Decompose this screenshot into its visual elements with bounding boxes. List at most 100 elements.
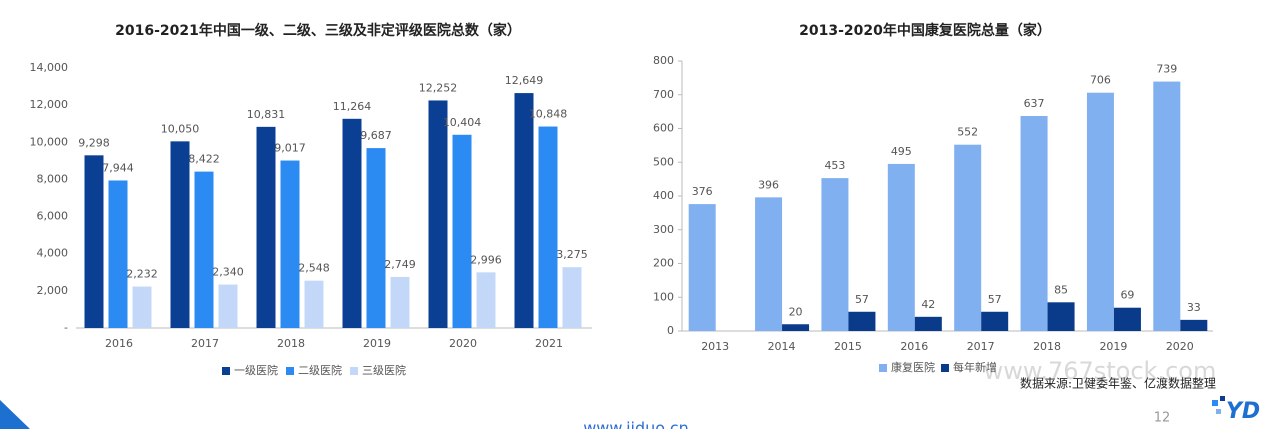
bar (1047, 302, 1075, 331)
footer-url: www.jiduo.cn (583, 419, 689, 429)
bar (452, 134, 472, 328)
x-tick-label: 2016 (105, 337, 133, 350)
bar (981, 311, 1009, 331)
value-label: 396 (758, 178, 779, 191)
bar (1020, 116, 1048, 331)
value-label: 57 (855, 293, 869, 306)
bar (194, 171, 214, 328)
y-tick-label: 12,000 (30, 98, 69, 111)
bar (1180, 319, 1208, 331)
bar (428, 100, 448, 328)
value-label: 2,749 (384, 258, 416, 271)
legend-label: 每年新增 (953, 360, 997, 374)
bar (280, 160, 300, 328)
bar (1086, 92, 1114, 331)
value-label: 376 (692, 185, 713, 198)
value-label: 7,944 (102, 161, 134, 174)
value-label: 9,687 (360, 129, 392, 142)
legend-swatch (286, 367, 294, 375)
y-tick-label: 8,000 (37, 172, 69, 185)
bar (821, 178, 849, 331)
y-tick-label: 300 (653, 223, 674, 236)
bar (538, 126, 558, 328)
svg-text:YD: YD (1226, 399, 1260, 424)
y-tick-label: 400 (653, 189, 674, 202)
legend-swatch (879, 364, 887, 372)
value-label: 3,275 (556, 248, 588, 261)
bar (108, 180, 128, 328)
bar (170, 141, 190, 328)
legend-label: 康复医院 (891, 360, 935, 374)
bar (218, 284, 238, 328)
x-tick-label: 2018 (277, 337, 305, 350)
corner-decoration (0, 400, 30, 429)
value-label: 11,264 (333, 100, 372, 113)
y-tick-label: - (64, 321, 68, 334)
x-tick-label: 2021 (535, 337, 563, 350)
x-tick-label: 2015 (834, 340, 862, 353)
value-label: 495 (891, 145, 912, 158)
legend-label: 一级医院 (234, 363, 278, 377)
y-tick-label: 600 (653, 122, 674, 135)
bar (954, 144, 982, 331)
bar (132, 286, 152, 328)
bar (755, 197, 783, 331)
value-label: 12,252 (419, 81, 458, 94)
x-tick-label: 2019 (363, 337, 391, 350)
value-label: 57 (988, 293, 1002, 306)
bar (366, 148, 386, 328)
value-label: 8,422 (188, 153, 220, 166)
bar (256, 126, 276, 328)
x-tick-label: 2016 (900, 340, 928, 353)
value-label: 739 (1156, 63, 1177, 76)
watermark: www.767stock.com (984, 357, 1217, 385)
legend-swatch (941, 364, 949, 372)
value-label: 10,050 (161, 122, 200, 135)
value-label: 9,298 (78, 136, 110, 149)
bar (848, 311, 876, 331)
y-tick-label: 100 (653, 290, 674, 303)
value-label: 20 (789, 305, 803, 318)
value-label: 10,404 (443, 116, 482, 129)
bar (514, 93, 534, 328)
x-tick-label: 2014 (768, 340, 796, 353)
page-number: 12 (1154, 411, 1171, 426)
value-label: 453 (824, 159, 845, 172)
bar (390, 276, 410, 328)
value-label: 85 (1054, 283, 1068, 296)
y-tick-label: 2,000 (37, 284, 69, 297)
y-tick-label: 6,000 (37, 210, 69, 223)
bar (562, 267, 582, 328)
y-tick-label: 10,000 (30, 135, 69, 148)
logo: YD (1212, 396, 1260, 424)
bar (476, 272, 496, 328)
value-label: 2,996 (470, 253, 502, 266)
y-tick-label: 800 (653, 54, 674, 67)
bar (84, 155, 104, 328)
bar (914, 316, 942, 331)
chart-title: 2016-2021年中国一级、二级、三级及非定评级医院总数（家） (115, 22, 521, 39)
y-tick-label: 700 (653, 88, 674, 101)
legend-label: 二级医院 (298, 363, 342, 377)
x-tick-label: 2017 (191, 337, 219, 350)
bar (1153, 81, 1181, 332)
value-label: 42 (921, 298, 935, 311)
legend-swatch (350, 367, 358, 375)
value-label: 10,831 (247, 108, 286, 121)
source-note: 数据来源:卫健委年鉴、亿渡数据整理 (1020, 376, 1216, 391)
bar (342, 118, 362, 328)
value-label: 637 (1024, 97, 1045, 110)
bar (887, 163, 915, 331)
x-tick-label: 2017 (967, 340, 995, 353)
y-tick-label: 4,000 (37, 247, 69, 260)
value-label: 552 (957, 126, 978, 139)
value-label: 12,649 (505, 74, 544, 87)
legend-swatch (222, 367, 230, 375)
value-label: 2,232 (126, 268, 158, 281)
y-tick-label: 14,000 (30, 61, 69, 74)
bar (782, 324, 810, 331)
legend-label: 三级医院 (362, 363, 406, 377)
x-tick-label: 2020 (449, 337, 477, 350)
value-label: 2,548 (298, 262, 330, 275)
